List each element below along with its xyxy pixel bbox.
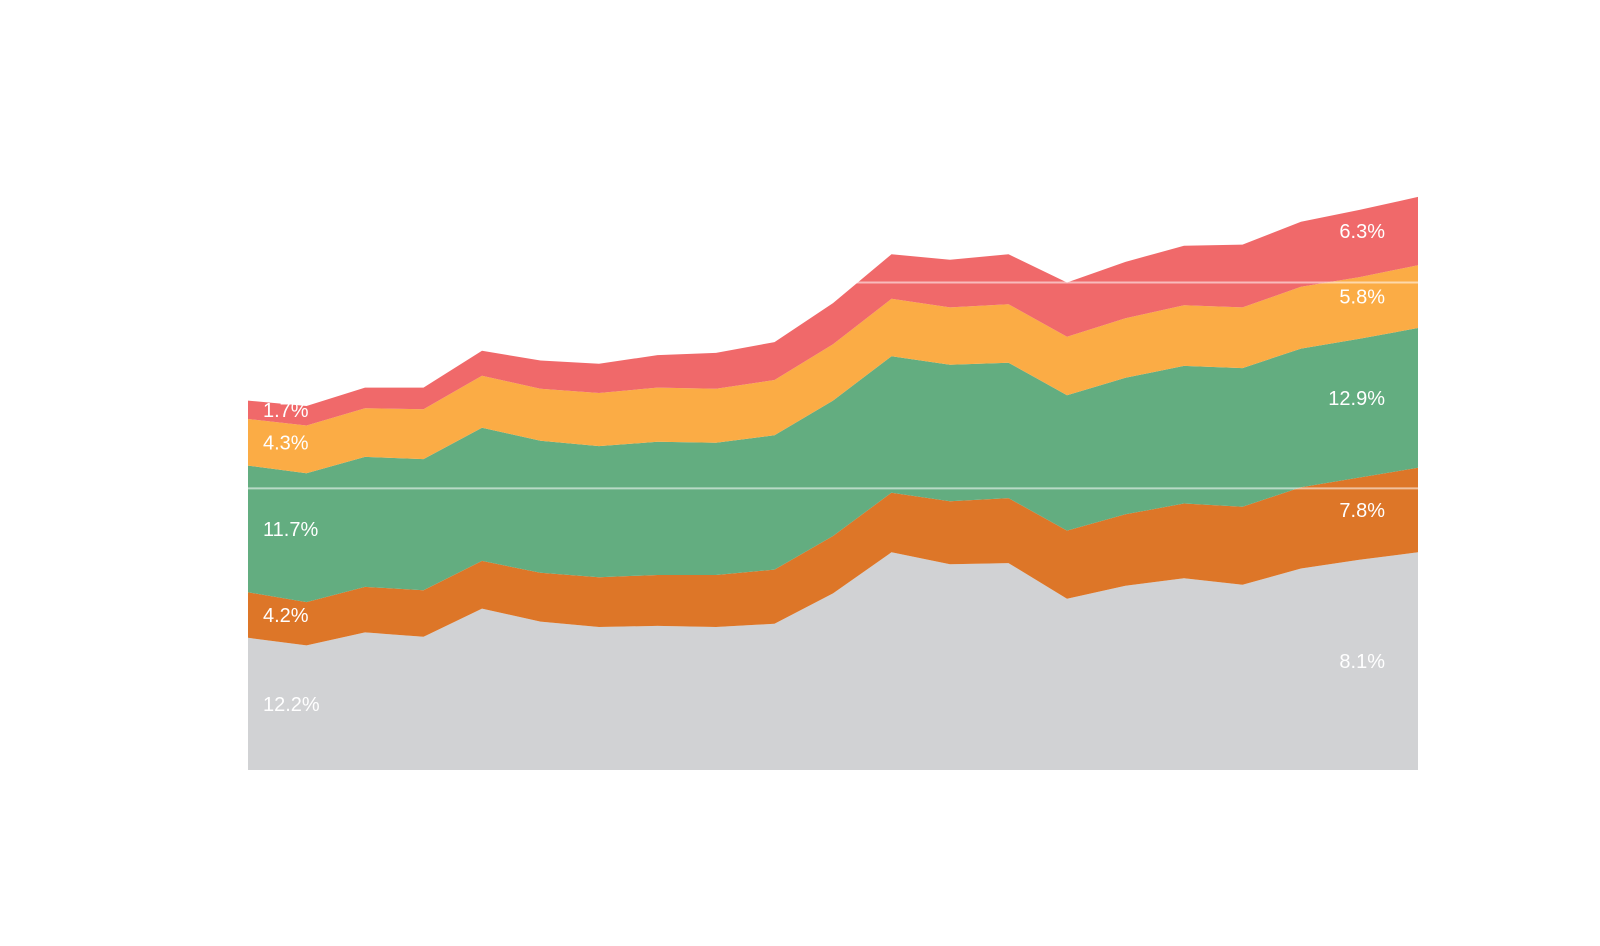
value-label-series-2-start: 4.2% [263, 605, 309, 627]
area-series-5 [248, 196, 1418, 426]
area-series-2 [248, 467, 1418, 646]
value-label-series-1-start: 12.2% [263, 694, 320, 716]
area-series-3 [248, 328, 1418, 603]
area-layers [248, 196, 1418, 770]
area-series-1 [248, 552, 1418, 770]
value-label-series-3-end: 12.9% [1328, 388, 1385, 410]
series-value-labels: 12.2% 8.1% 4.2% 7.8% 11.7% 12.9% 4.3% 5.8% 1.7% 6… [263, 221, 1385, 716]
value-label-series-5-start: 1.7% [263, 400, 309, 422]
value-label-series-4-start: 4.3% [263, 432, 309, 454]
area-series-4 [248, 265, 1418, 474]
value-label-series-1-end: 8.1% [1339, 651, 1385, 673]
value-label-series-5-end: 6.3% [1339, 221, 1385, 243]
value-label-series-3-start: 11.7% [263, 519, 318, 541]
value-label-series-4-end: 5.8% [1339, 287, 1385, 309]
reference-lines [248, 281, 1418, 490]
value-label-series-2-end: 7.8% [1339, 500, 1385, 522]
